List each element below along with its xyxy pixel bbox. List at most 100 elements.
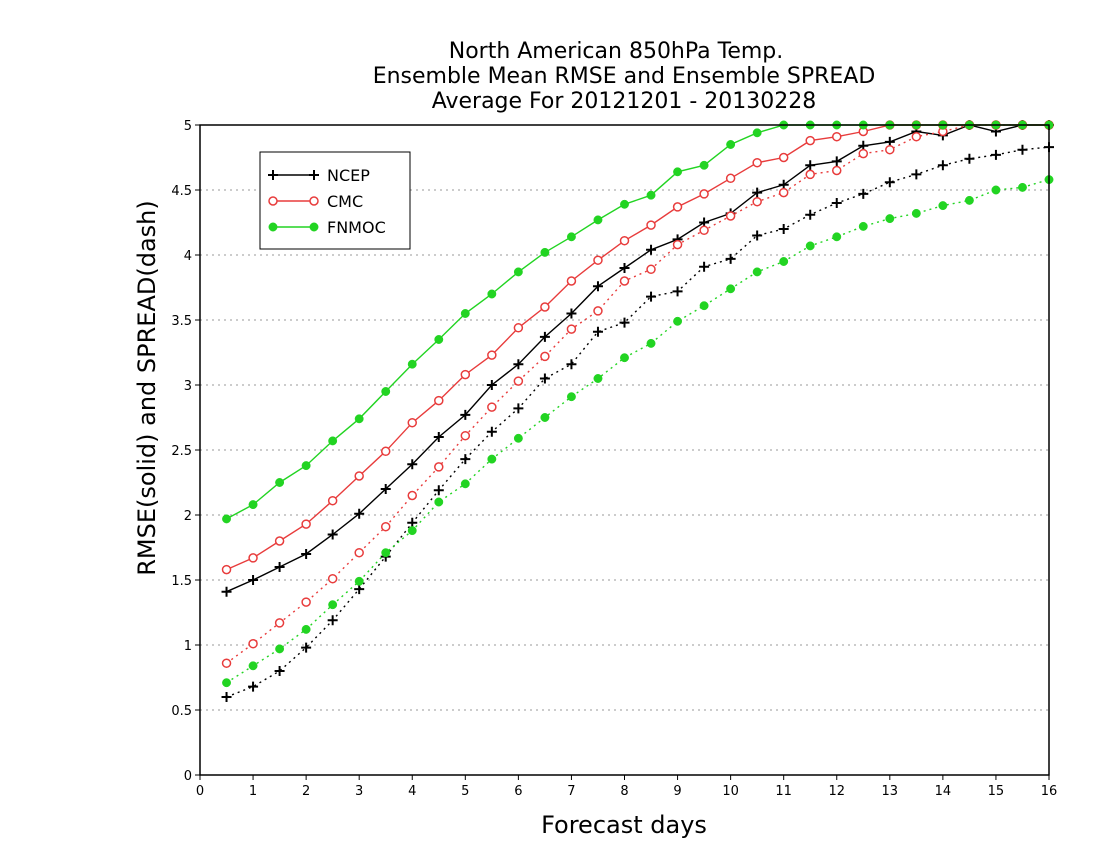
data-point-dot — [832, 232, 842, 242]
data-point-dot — [858, 221, 868, 231]
data-point-dot — [540, 247, 550, 257]
data-point-plus — [539, 331, 550, 342]
y-tick-label: 5 — [184, 119, 192, 134]
data-point-dot — [540, 413, 550, 422]
data-point-circle — [672, 202, 683, 212]
data-point-dot — [620, 353, 629, 363]
data-point-dot — [885, 214, 895, 224]
x-axis-label: Forecast days — [541, 811, 707, 839]
x-tick-label: 1 — [249, 784, 257, 799]
data-point-dot — [301, 461, 311, 471]
data-point-dot — [726, 284, 736, 294]
data-point-dot — [328, 436, 338, 446]
data-point-dot — [673, 316, 683, 326]
data-point-circle — [832, 131, 842, 142]
data-point-plus — [309, 170, 319, 180]
data-point-dot — [726, 140, 736, 149]
data-point-plus — [513, 359, 524, 370]
data-point-plus — [592, 281, 603, 292]
data-point-plus — [327, 529, 338, 540]
data-point-dot — [434, 497, 444, 507]
data-point-circle — [380, 521, 391, 532]
data-point-plus — [354, 584, 365, 595]
data-point-circle — [832, 165, 842, 176]
x-tick-label: 3 — [355, 784, 363, 799]
data-point-dot — [248, 500, 258, 510]
data-point-plus — [274, 562, 285, 572]
data-point-circle — [646, 220, 656, 230]
data-point-dot — [620, 199, 629, 209]
data-point-plus — [268, 170, 278, 180]
data-point-plus — [752, 230, 763, 241]
data-point-circle — [274, 618, 285, 628]
data-point-circle — [725, 173, 736, 184]
data-point-circle — [327, 495, 338, 506]
data-point-plus — [513, 403, 524, 414]
data-point-circle — [752, 157, 762, 168]
legend-label-cmc: CMC — [327, 192, 363, 211]
data-point-dot — [699, 301, 709, 311]
y-tick-label: 4.5 — [171, 184, 192, 199]
axis-ticks: 00.511.522.533.544.550 1 2 3 4 5 6 7 8 9 10 11 12 13 1… — [171, 119, 1057, 799]
data-point-dot — [1018, 182, 1027, 192]
data-point-circle — [434, 395, 444, 406]
data-point-plus — [248, 681, 259, 692]
data-point-circle — [221, 564, 232, 575]
legend: NCEP CMC FNMOC — [259, 151, 411, 250]
y-tick-label: 4 — [184, 249, 192, 264]
data-point-circle — [354, 547, 364, 558]
legend-label-fnmoc: FNMOC — [327, 218, 386, 237]
data-point-dot — [593, 215, 603, 225]
data-point-dot — [964, 195, 974, 205]
data-point-plus — [752, 187, 763, 198]
data-point-circle — [593, 255, 603, 265]
data-point-dot — [460, 479, 470, 489]
data-point-dot — [673, 167, 683, 177]
data-point-dot — [593, 374, 603, 383]
data-point-circle — [327, 573, 338, 584]
data-point-circle — [487, 402, 497, 412]
data-point-dot — [407, 526, 417, 536]
data-point-dot — [407, 359, 417, 369]
data-point-plus — [831, 156, 842, 167]
data-point-plus — [354, 508, 365, 519]
x-tick-label: 16 — [1041, 784, 1058, 799]
x-tick-label: 13 — [882, 784, 899, 799]
data-point-circle — [540, 351, 550, 362]
data-point-plus — [619, 263, 630, 273]
data-point-plus — [884, 177, 895, 188]
data-point-circle — [309, 196, 319, 206]
data-point-plus — [858, 188, 869, 199]
data-point-circle — [805, 169, 815, 180]
data-point-circle — [911, 131, 922, 142]
data-point-dot — [301, 624, 311, 634]
data-point-circle — [593, 306, 603, 316]
data-point-plus — [221, 692, 232, 702]
data-point-plus — [407, 517, 418, 528]
data-point-circle — [460, 369, 471, 380]
data-point-dot — [752, 267, 762, 277]
series-layer — [221, 120, 1054, 702]
data-point-plus — [592, 326, 603, 337]
data-point-plus — [248, 575, 259, 585]
x-tick-label: 11 — [775, 784, 792, 799]
data-point-dot — [566, 232, 576, 242]
data-point-dot — [381, 387, 391, 396]
data-point-dot — [354, 576, 364, 586]
data-point-plus — [699, 261, 710, 272]
data-point-plus — [805, 209, 816, 220]
data-point-circle — [407, 490, 417, 501]
x-tick-label: 7 — [567, 784, 575, 799]
y-tick-label: 3.5 — [171, 314, 192, 329]
data-point-circle — [672, 239, 683, 250]
x-tick-label: 10 — [722, 784, 739, 799]
y-tick-label: 0.5 — [171, 704, 192, 719]
data-point-dot — [646, 338, 656, 348]
data-point-dot — [779, 257, 789, 266]
data-point-circle — [725, 211, 736, 221]
title-line-2: Ensemble Mean RMSE and Ensemble SPREAD — [373, 64, 876, 89]
data-point-circle — [699, 225, 709, 236]
data-point-dot — [460, 309, 470, 318]
data-point-plus — [274, 666, 285, 676]
